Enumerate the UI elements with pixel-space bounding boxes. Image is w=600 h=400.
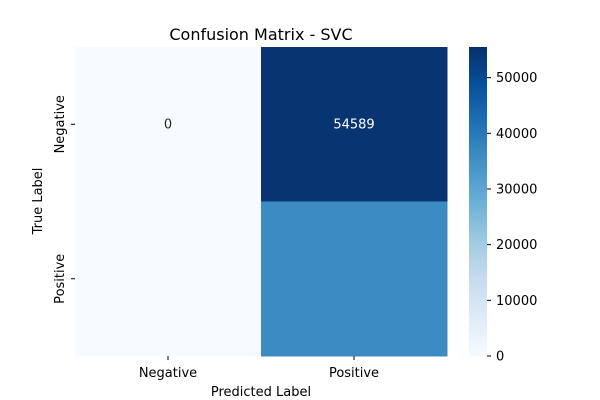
colorbar-tick-label: 50000 [496,71,537,86]
heatmap-cell [261,47,448,202]
y-axis-ticks: Negative Positive [53,95,75,304]
x-tick-label: Negative [139,366,197,381]
heatmap-cell [261,201,448,357]
chart-title: Confusion Matrix - SVC [169,25,352,44]
heatmap-cells [75,47,448,357]
heatmap-cell [75,201,262,357]
x-axis-label: Predicted Label [211,385,311,400]
y-tick-label: Negative [53,95,68,153]
colorbar-tick-label: 10000 [496,294,537,309]
heatmap-cell-labels: 0 54589 [164,117,375,132]
x-axis-ticks: Negative Positive [139,356,379,381]
colorbar-tick-label: 0 [496,350,504,365]
y-tick-label: Positive [53,254,68,304]
y-axis-label: True Label [31,168,46,236]
heatmap-cell [75,47,262,202]
colorbar-ticks: 0 10000 20000 30000 40000 50000 [487,71,537,365]
cell-value-label: 0 [164,117,172,132]
colorbar [469,47,487,356]
colorbar-tick-label: 30000 [496,182,537,197]
cell-value-label: 54589 [333,117,374,132]
colorbar-tick-label: 20000 [496,238,537,253]
colorbar-tick-label: 40000 [496,127,537,142]
x-tick-label: Positive [329,366,379,381]
